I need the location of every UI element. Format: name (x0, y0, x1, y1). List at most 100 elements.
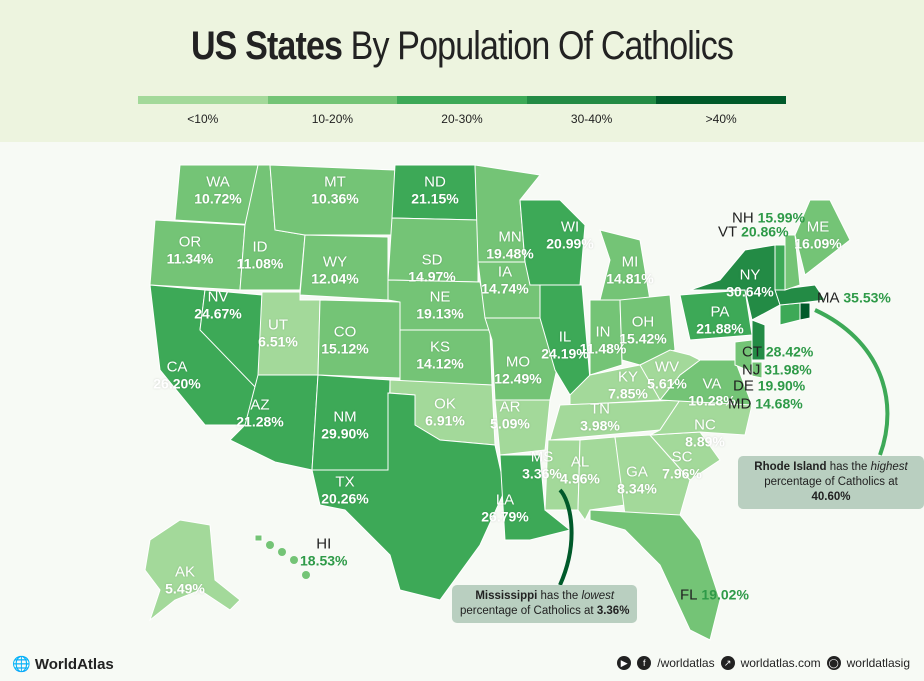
state-abbr: MN (498, 228, 522, 246)
state-abbr: OK (434, 395, 456, 413)
state-percent: 26.79% (481, 508, 529, 525)
callout-text: percentage of Catholics at (764, 476, 898, 488)
page-title: US States By Population Of Catholics (69, 24, 854, 69)
state-percent: 11.48% (579, 340, 627, 357)
label-nd: ND 21.15% (411, 174, 458, 207)
state-abbr: NY (739, 266, 761, 284)
instagram-handle[interactable]: worldatlasig (846, 656, 910, 670)
label-tn: TN 3.98% (580, 401, 620, 434)
label-ok: OK 6.91% (425, 396, 465, 429)
legend: <10% 10-20% 20-30% 30-40% >40% (138, 96, 786, 126)
state-abbr: MS (530, 448, 554, 466)
state-abbr: ID (252, 238, 268, 256)
state-percent: 11.34% (166, 250, 214, 267)
state-percent: 15.99% (757, 209, 806, 226)
label-pa: PA 21.88% (696, 304, 743, 337)
state-percent: 19.48% (486, 245, 534, 262)
state-percent: 6.91% (425, 412, 465, 429)
state-percent: 20.26% (321, 490, 369, 507)
label-fl: FL 19.02% (680, 587, 749, 604)
legend-item: 20-30% (397, 96, 527, 126)
state-nh (784, 234, 801, 291)
social-handle[interactable]: /worldatlas (657, 656, 715, 670)
label-ia: IA 14.74% (481, 264, 528, 297)
label-vt: VT 20.86% (718, 224, 789, 241)
state-abbr: IN (595, 323, 611, 341)
label-mn: MN 19.48% (486, 229, 533, 262)
state-percent: 10.72% (194, 190, 242, 207)
social-links: ▶ f /worldatlas ↗ worldatlas.com ◯ world… (617, 656, 910, 670)
state-abbr: LA (495, 491, 515, 509)
state-ar (494, 399, 551, 456)
hawaii-island (290, 556, 298, 564)
state-ma (774, 284, 826, 306)
state-abbr: UT (267, 316, 288, 334)
label-ga: GA 8.34% (617, 464, 657, 497)
state-abbr: PA (710, 303, 730, 321)
legend-item: >40% (656, 96, 786, 126)
state-abbr: AR (499, 398, 521, 416)
state-abbr: CT (742, 343, 762, 361)
state-percent: 3.36% (522, 465, 562, 482)
state-percent: 10.28% (688, 392, 736, 409)
state-percent: 11.08% (236, 255, 284, 272)
state-percent: 26.20% (153, 375, 201, 392)
label-la: LA 26.79% (481, 492, 528, 525)
legend-label: 10-20% (311, 112, 354, 126)
label-nh: NH 15.99% (732, 210, 805, 227)
state-abbr: VT (718, 223, 738, 241)
state-percent: 4.96% (560, 470, 600, 487)
state-percent: 14.97% (408, 268, 456, 285)
label-al: AL 4.96% (560, 454, 600, 487)
label-ca: CA 26.20% (153, 359, 200, 392)
state-wv (639, 349, 701, 401)
callout-state: Rhode Island (754, 461, 827, 473)
state-abbr: GA (626, 463, 648, 481)
label-nj: NJ 31.98% (742, 362, 812, 379)
state-abbr: DE (733, 377, 754, 395)
globe-icon: 🌐 (12, 656, 31, 673)
facebook-icon[interactable]: f (637, 656, 652, 670)
label-nm: NM 29.90% (321, 409, 368, 442)
state-abbr: IL (558, 328, 572, 346)
state-percent: 7.96% (662, 465, 702, 482)
state-percent: 31.98% (764, 361, 812, 378)
state-percent: 14.74% (481, 280, 529, 297)
youtube-icon[interactable]: ▶ (617, 656, 632, 670)
label-ms: MS 3.36% (522, 449, 562, 482)
state-percent: 3.98% (580, 417, 620, 434)
legend-item: <10% (138, 96, 268, 126)
state-percent: 19.13% (416, 305, 464, 322)
state-percent: 24.67% (194, 305, 242, 322)
state-abbr: ND (424, 173, 446, 191)
website-icon[interactable]: ↗ (720, 656, 735, 670)
state-percent: 21.15% (411, 190, 459, 207)
label-mi: MI 14.81% (606, 254, 653, 287)
state-percent: 8.34% (617, 480, 657, 497)
label-ks: KS 14.12% (416, 339, 463, 372)
label-ut: UT 6.51% (258, 317, 298, 350)
state-abbr: ME (806, 218, 830, 236)
label-me: ME 16.09% (794, 219, 841, 252)
brand-logo: 🌐 WorldAtlas (12, 655, 114, 673)
state-percent: 21.88% (696, 320, 744, 337)
website-link[interactable]: worldatlas.com (740, 656, 821, 670)
state-abbr: VA (702, 375, 722, 393)
state-abbr: SC (671, 448, 693, 466)
state-abbr: NM (333, 408, 357, 426)
state-percent: 30.64% (726, 283, 774, 300)
instagram-icon[interactable]: ◯ (826, 656, 841, 670)
state-abbr: NH (732, 209, 754, 227)
callout-text: has the (829, 461, 868, 473)
state-abbr: IA (497, 263, 513, 281)
label-ct: CT 28.42% (742, 344, 813, 361)
label-co: CO 15.12% (321, 324, 368, 357)
callout-value: 3.36% (596, 605, 630, 617)
state-percent: 19.90% (757, 377, 806, 394)
label-oh: OH 15.42% (619, 314, 666, 347)
state-abbr: AK (174, 563, 196, 581)
brand-name: WorldAtlas (34, 656, 114, 673)
legend-swatch (397, 96, 527, 104)
label-ak: AK 5.49% (165, 564, 205, 597)
